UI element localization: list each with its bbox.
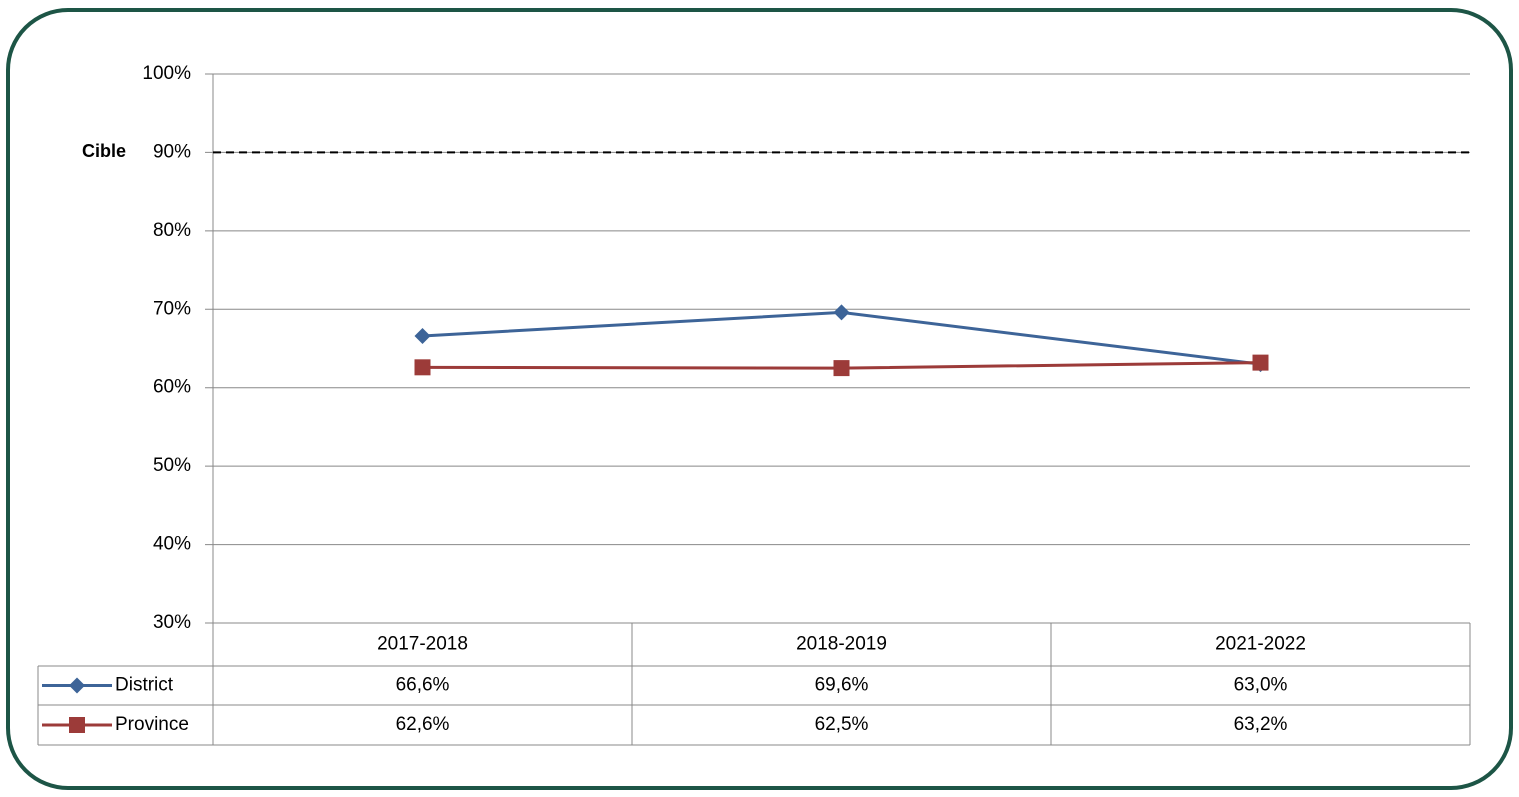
marker [414, 327, 431, 344]
legend-marker [69, 717, 85, 733]
chart-frame [6, 8, 1513, 790]
legend-label: District [115, 675, 174, 696]
y-tick-label: 60% [153, 377, 191, 398]
x-tick-label: 2017-2018 [377, 634, 468, 655]
y-tick-label: 100% [142, 63, 191, 84]
legend-label: Province [115, 714, 189, 735]
value-label: 63,2% [1234, 714, 1288, 735]
marker [414, 359, 431, 376]
y-tick-label: 90% [153, 141, 191, 162]
y-tick-label: 50% [153, 455, 191, 476]
value-label: 62,6% [396, 714, 450, 735]
marker [1252, 354, 1269, 371]
marker [833, 304, 850, 321]
value-label: 62,5% [815, 714, 869, 735]
target-label: Cible [82, 141, 126, 161]
legend-marker [69, 677, 85, 694]
y-tick-label: 70% [153, 298, 191, 319]
value-label: 63,0% [1234, 675, 1288, 696]
x-tick-label: 2021-2022 [1215, 634, 1306, 655]
y-tick-label: 80% [153, 220, 191, 241]
value-label: 69,6% [815, 675, 869, 696]
value-label: 66,6% [396, 675, 450, 696]
y-tick-label: 40% [153, 534, 191, 555]
marker [833, 360, 850, 377]
y-tick-label: 30% [153, 612, 191, 633]
x-tick-label: 2018-2019 [796, 634, 887, 655]
